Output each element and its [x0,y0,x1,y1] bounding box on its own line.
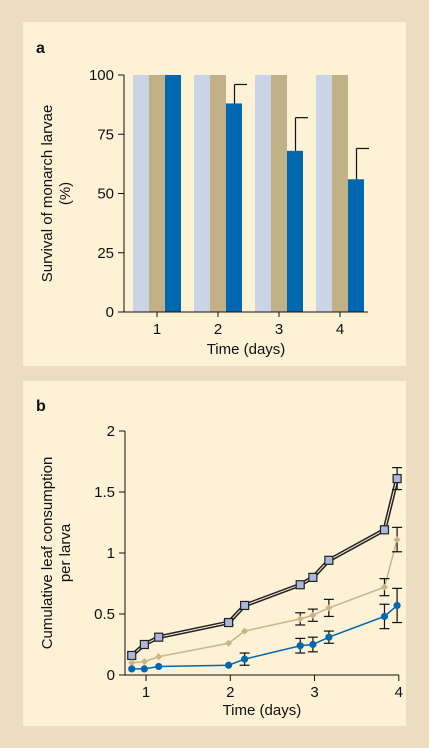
data-point-circle [140,665,148,673]
bar [287,150,303,312]
series-line [131,539,398,664]
data-point-circle [380,612,389,621]
bar [271,75,287,312]
bar [348,179,364,312]
x-axis-label: Time (days) [207,341,286,358]
panel-label: a [36,40,45,57]
y-tick-label: 0 [106,304,114,321]
y-tick-label: 75 [97,126,114,143]
data-point-diamond [325,604,333,612]
y-tick-label: 100 [89,67,114,84]
y-axis-label: Cumulative leaf consumption [39,457,56,650]
bar [194,75,210,312]
data-point-square [154,632,164,642]
data-point-diamond [296,615,304,623]
bar [149,75,165,312]
bar [165,75,181,312]
series-line [131,604,398,670]
y-tick-label: 1 [107,545,115,562]
series-line-inner [131,478,398,656]
y-tick-label: 0 [107,667,115,684]
bar [255,75,271,312]
data-point-square [127,650,137,661]
bar [332,75,348,312]
y-tick-label: 25 [97,245,114,262]
y-tick-label: 0.5 [94,606,115,623]
data-point-circle [128,665,136,673]
data-point-diamond [155,653,163,661]
data-point-diamond [309,611,317,619]
data-point-diamond [393,536,401,544]
y-axis-label-unit: per larva [57,523,74,582]
line-chart-leaf-consumption: b 0 0.5 1 1.5 2 1 2 3 4 Time (days) Cumulative leaf… [36,398,403,719]
y-tick-label: 50 [97,186,114,203]
data-point-circle [241,655,249,663]
data-point-square [139,639,149,650]
data-point-circle [325,633,333,641]
data-point-square [295,580,305,590]
y-axis-label-unit: (%) [57,182,74,205]
data-point-circle [155,662,163,671]
x-tick-label: 3 [310,684,318,701]
panel-label: b [36,398,46,415]
x-tick-label: 4 [395,684,403,701]
data-point-square [224,617,234,628]
y-tick-label: 2 [107,423,115,440]
data-point-diamond [225,639,233,647]
bar [133,75,149,312]
panel-a: a 1 2 3 4 0 25 50 75 100 Time (days) Survival of mo… [23,22,406,366]
data-point-diamond [140,658,148,666]
bar [316,75,332,312]
data-point-square [240,600,250,611]
x-tick-label: 2 [214,321,222,338]
bar [210,75,226,312]
data-point-square [324,555,334,565]
x-axis-label: Time (days) [223,702,302,719]
data-point-square [379,525,390,535]
y-tick-label: 1.5 [94,484,115,501]
data-point-square [392,473,402,484]
data-point-diamond [241,627,249,635]
data-point-diamond [380,583,388,591]
data-point-diamond [128,659,136,667]
x-tick-label: 1 [153,321,161,338]
x-tick-label: 1 [142,684,150,701]
data-point-circle [393,601,401,610]
data-point-circle [225,661,233,669]
data-point-square [308,572,318,582]
data-point-circle [309,640,317,649]
bar [226,103,242,312]
series-line [130,478,400,657]
x-tick-label: 2 [226,684,234,701]
y-axis-label: Survival of monarch larvae [39,105,56,283]
bar-chart-survival: a 1 2 3 4 0 25 50 75 100 Time (days) Survival of mo… [36,40,369,358]
x-tick-label: 4 [336,321,344,338]
x-tick-label: 3 [275,321,283,338]
panel-b: b 0 0.5 1 1.5 2 1 2 3 4 Time (days) Cumulative leaf… [23,381,406,726]
data-point-circle [296,642,304,650]
